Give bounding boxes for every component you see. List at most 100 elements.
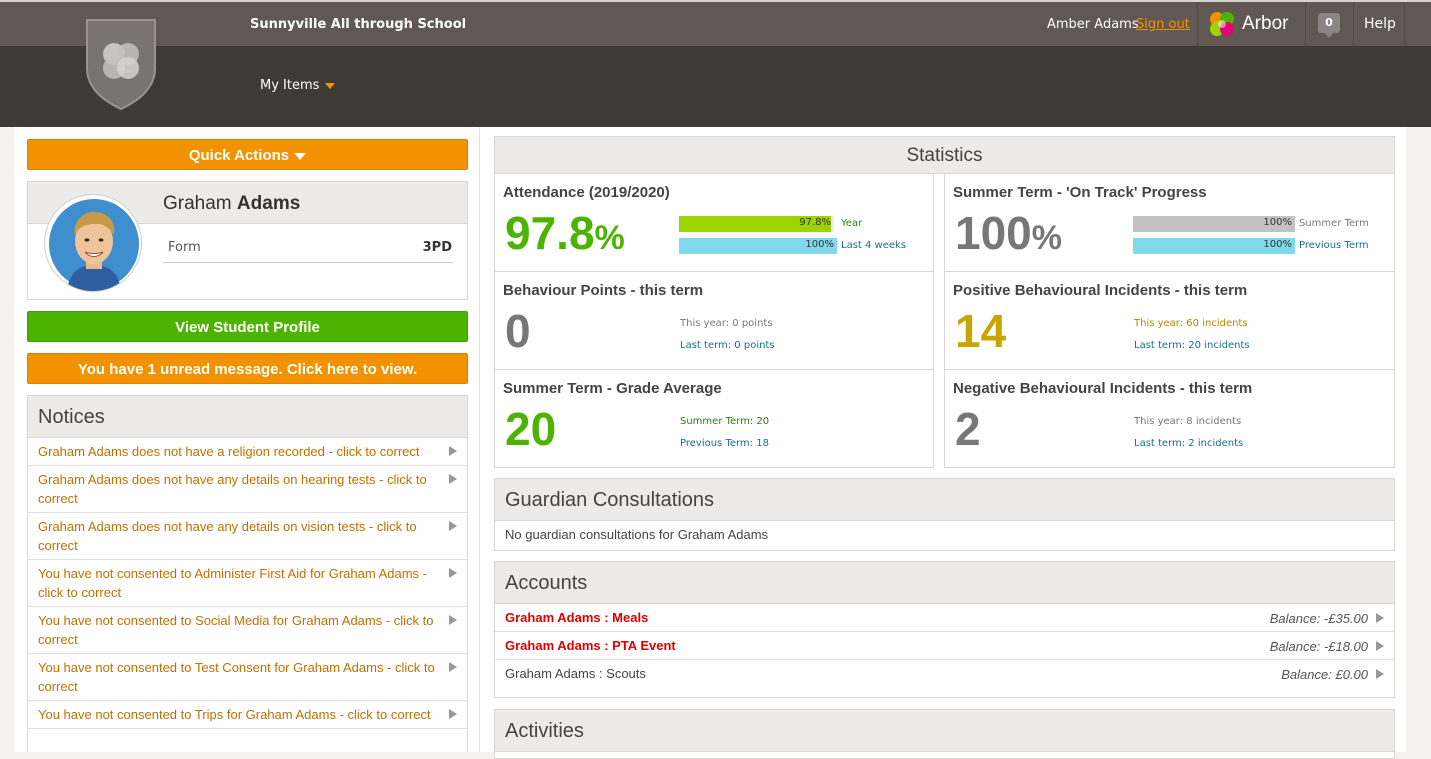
header-divider [1353, 2, 1354, 46]
chevron-right-icon [449, 709, 457, 719]
header-divider [1404, 2, 1405, 46]
behaviour-points-title: Behaviour Points - this term [503, 282, 704, 299]
attendance-value: 97.8% [505, 206, 625, 260]
chevron-right-icon [449, 474, 457, 484]
positive-incidents-stat[interactable]: Positive Behavioural Incidents - this te… [944, 271, 1395, 370]
notice-text: You have not consented to Administer Fir… [38, 566, 427, 600]
student-name: Graham Adams [163, 193, 300, 215]
current-user-name: Amber Adams [1047, 17, 1139, 32]
help-link[interactable]: Help [1364, 16, 1396, 32]
caret-down-icon [294, 152, 307, 160]
behaviour-points-year: This year: 0 points [680, 318, 773, 329]
negative-incidents-value: 2 [955, 403, 981, 455]
arbor-logo-icon [1210, 12, 1234, 36]
attendance-stat[interactable]: Attendance (2019/2020) 97.8% 97.8% Year … [494, 173, 934, 272]
progress-summer-label: Summer Term [1299, 218, 1369, 229]
grade-average-value: 20 [505, 403, 557, 455]
accounts-panel: Accounts Graham Adams : Meals Balance: -… [494, 561, 1395, 698]
grade-average-summer: Summer Term: 20 [680, 416, 770, 427]
progress-stat[interactable]: Summer Term - 'On Track' Progress 100% 1… [944, 173, 1395, 272]
student-last-name: Adams [236, 193, 301, 214]
account-row[interactable]: Graham Adams : Meals Balance: -£35.00 [495, 604, 1394, 632]
chevron-right-icon [449, 521, 457, 531]
positive-incidents-title: Positive Behavioural Incidents - this te… [953, 282, 1248, 299]
quick-actions-label: Quick Actions [188, 147, 290, 164]
negative-incidents-title: Negative Behavioural Incidents - this te… [953, 380, 1253, 397]
top-strip [0, 0, 1431, 46]
attendance-year-value: 97.8% [799, 217, 831, 228]
column-divider [479, 127, 480, 752]
notice-item[interactable]: Graham Adams does not have a religion re… [28, 438, 467, 466]
account-balance: Balance: £0.00 [1281, 667, 1368, 682]
notice-item[interactable]: Graham Adams does not have any details o… [28, 466, 467, 513]
attendance-year-label: Year [841, 218, 863, 229]
student-avatar [44, 194, 142, 292]
progress-previous-fill [1133, 238, 1295, 254]
guardian-consultations-panel: Guardian Consultations No guardian consu… [494, 478, 1395, 551]
progress-summer-bar: 100% [1133, 216, 1295, 232]
my-items-label: My Items [260, 78, 320, 93]
account-balance: Balance: -£18.00 [1269, 639, 1368, 654]
unread-message-button[interactable]: You have 1 unread message. Click here to… [27, 353, 468, 384]
notices-panel: Notices Graham Adams does not have a rel… [27, 395, 468, 752]
arbor-brand[interactable]: Arbor [1206, 8, 1288, 40]
grade-average-previous: Previous Term: 18 [680, 438, 769, 449]
notice-item[interactable]: You have not consented to Administer Fir… [28, 560, 467, 607]
progress-summer-fill [1133, 216, 1295, 232]
positive-incidents-year: This year: 60 incidents [1134, 318, 1248, 329]
student-photo [49, 199, 139, 291]
attendance-4weeks-fill [679, 238, 837, 254]
chevron-right-icon [449, 568, 457, 578]
notices-title: Notices [28, 396, 467, 438]
notice-item[interactable]: You have not consented to Trips for Grah… [28, 701, 467, 729]
grade-average-title: Summer Term - Grade Average [503, 380, 722, 397]
negative-incidents-stat[interactable]: Negative Behavioural Incidents - this te… [944, 369, 1395, 468]
student-profile-card: Graham Adams Form 3PD [27, 181, 468, 300]
my-items-menu[interactable]: My Items [260, 78, 336, 93]
form-value: 3PD [422, 240, 452, 255]
chevron-right-icon [449, 662, 457, 672]
account-name: Graham Adams : PTA Event [505, 638, 676, 653]
accounts-title: Accounts [495, 562, 1394, 604]
notice-text: Graham Adams does not have a religion re… [38, 444, 420, 459]
sign-out-link[interactable]: Sign out [1136, 17, 1190, 32]
guardian-consultations-empty: No guardian consultations for Graham Ada… [505, 527, 769, 542]
account-name: Graham Adams : Meals [505, 610, 649, 625]
messages-badge[interactable]: 0 [1318, 13, 1340, 38]
quick-actions-button[interactable]: Quick Actions [27, 139, 468, 170]
progress-previous-value: 100% [1263, 239, 1292, 250]
notice-item[interactable]: You have not consented to Test Consent f… [28, 654, 467, 701]
school-name: Sunnyville All through School [250, 17, 467, 32]
notice-item[interactable]: Graham Adams does not have any details o… [28, 513, 467, 560]
statistics-panel: Statistics [494, 136, 1395, 174]
behaviour-points-value: 0 [505, 305, 531, 357]
behaviour-points-last-term: Last term: 0 points [680, 340, 775, 351]
progress-summer-value: 100% [1263, 217, 1292, 228]
notice-text: You have not consented to Social Media f… [38, 613, 434, 647]
notice-text: You have not consented to Test Consent f… [38, 660, 435, 694]
chevron-right-icon [449, 615, 457, 625]
attendance-4weeks-label: Last 4 weeks [841, 240, 907, 251]
account-row[interactable]: Graham Adams : Scouts Balance: £0.00 [495, 660, 1394, 688]
notice-item[interactable]: You have not consented to Social Media f… [28, 607, 467, 654]
view-student-profile-button[interactable]: View Student Profile [27, 311, 468, 342]
attendance-number: 97.8 [505, 207, 595, 259]
form-divider [163, 262, 453, 263]
chevron-right-icon [1376, 613, 1384, 623]
student-first-name: Graham [163, 193, 232, 214]
positive-incidents-last-term: Last term: 20 incidents [1134, 340, 1250, 351]
negative-incidents-year: This year: 8 incidents [1134, 416, 1242, 427]
account-row[interactable]: Graham Adams : PTA Event Balance: -£18.0… [495, 632, 1394, 660]
behaviour-points-stat[interactable]: Behaviour Points - this term 0 This year… [494, 271, 934, 370]
grade-average-stat[interactable]: Summer Term - Grade Average 20 Summer Te… [494, 369, 934, 468]
notice-text: You have not consented to Trips for Grah… [38, 707, 431, 722]
account-balance: Balance: -£35.00 [1269, 611, 1368, 626]
progress-value: 100% [955, 206, 1062, 260]
guardian-consultations-title: Guardian Consultations [495, 479, 1394, 521]
progress-previous-bar: 100% [1133, 238, 1295, 254]
positive-incidents-value: 14 [955, 305, 1007, 357]
school-crest-logo[interactable] [84, 18, 158, 110]
form-label: Form [168, 240, 201, 255]
progress-unit: % [1031, 219, 1062, 257]
negative-incidents-last-term: Last term: 2 incidents [1134, 438, 1244, 449]
